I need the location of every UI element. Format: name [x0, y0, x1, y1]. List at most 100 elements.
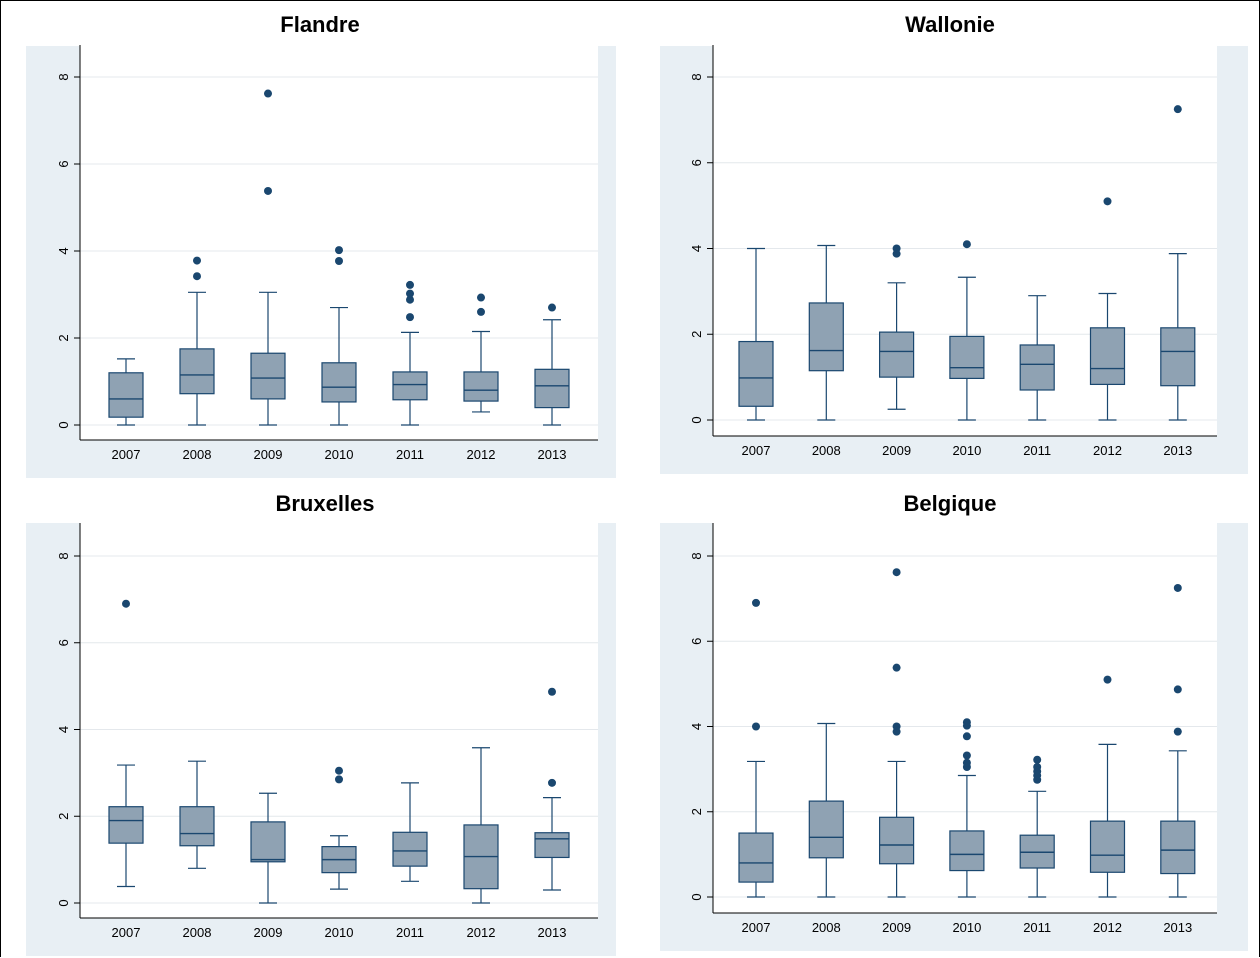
y-tick-label: 6: [56, 639, 71, 646]
x-tick-label: 2013: [538, 925, 567, 940]
x-tick-label: 2008: [183, 925, 212, 940]
outlier-point: [548, 778, 556, 787]
iqr-box: [949, 335, 985, 380]
panel-title-wallonie: Wallonie: [905, 12, 995, 37]
x-tick-label: 2007: [112, 447, 141, 462]
plot-wallonie: 0 2 4 6 8 2007 2008 2009 2010 2011 2012 2013: [689, 45, 1217, 458]
outlier-point: [193, 272, 201, 281]
outlier-point: [892, 722, 901, 731]
x-tick-label: 2013: [538, 447, 567, 462]
outlier-point: [548, 687, 556, 696]
iqr-box: [1089, 820, 1126, 873]
outlier-point: [892, 568, 901, 577]
panel-title-belgique: Belgique: [903, 491, 997, 516]
outlier-point: [335, 246, 343, 255]
box-2009: [250, 89, 286, 426]
iqr-box: [878, 331, 915, 378]
box-2008: [808, 244, 844, 421]
plot-flandre: 0 2 4 6 8 2007 2008 2009 2010 2011 2012 2013: [56, 45, 598, 462]
x-tick-label: 2009: [254, 925, 283, 940]
outlier-point: [892, 663, 901, 672]
outlier-point: [962, 758, 971, 767]
y-tick-label: 4: [56, 726, 71, 733]
outlier-point: [1173, 685, 1182, 694]
x-tick-label: 2007: [742, 920, 771, 935]
x-tick-label: 2010: [325, 925, 354, 940]
outlier-point: [264, 186, 272, 195]
iqr-box: [1089, 327, 1126, 386]
y-tick-label: 6: [689, 638, 704, 645]
y-tick-label: 4: [689, 723, 704, 730]
outlier-point: [1103, 197, 1112, 206]
y-tick-label: 6: [56, 160, 71, 167]
iqr-box: [808, 302, 844, 372]
box-2012: [1089, 675, 1126, 898]
y-tick-label: 8: [56, 73, 71, 80]
iqr-box: [250, 821, 286, 863]
box-2013: [534, 303, 570, 426]
outlier-point: [406, 280, 414, 289]
box-2012: [463, 747, 499, 904]
iqr-box: [878, 816, 915, 865]
y-tick-label: 4: [689, 245, 704, 252]
y-tick-label: 0: [689, 893, 704, 900]
y-tick-label: 0: [689, 416, 704, 423]
box-2013: [534, 687, 570, 891]
outlier-point: [962, 751, 971, 760]
y-tick-label: 2: [56, 813, 71, 820]
iqr-box: [463, 371, 499, 402]
iqr-box: [392, 371, 428, 401]
outlier-point: [406, 289, 414, 298]
iqr-box: [534, 368, 570, 409]
box-2013: [1160, 583, 1196, 898]
box-2009: [878, 244, 915, 410]
x-tick-label: 2008: [812, 920, 841, 935]
outlier-point: [548, 303, 556, 312]
iqr-box: [392, 831, 428, 867]
y-tick-label: 2: [689, 331, 704, 338]
outlier-point: [406, 295, 414, 304]
outlier-point: [335, 257, 343, 266]
x-tick-label: 2008: [812, 443, 841, 458]
box-2011: [1019, 755, 1055, 898]
box-2012: [463, 293, 499, 413]
x-tick-label: 2010: [952, 920, 981, 935]
outlier-point: [264, 89, 272, 98]
x-tick-label: 2011: [396, 925, 424, 940]
outlier-point: [122, 599, 130, 608]
iqr-box: [108, 372, 144, 418]
iqr-box: [179, 348, 215, 395]
x-tick-label: 2012: [467, 447, 496, 462]
iqr-box: [949, 830, 985, 872]
box-2012: [1089, 197, 1126, 421]
iqr-box: [250, 352, 286, 400]
box-2010: [321, 766, 357, 890]
y-tick-label: 8: [689, 73, 704, 80]
box-2007: [738, 598, 774, 898]
box-2011: [392, 782, 428, 882]
outlier-point: [752, 598, 760, 607]
x-tick-label: 2008: [183, 447, 212, 462]
outlier-point: [892, 244, 901, 253]
iqr-box: [534, 832, 570, 859]
x-tick-label: 2012: [1093, 443, 1122, 458]
iqr-box: [321, 362, 357, 403]
outlier-point: [752, 722, 760, 731]
x-tick-label: 2011: [1023, 920, 1051, 935]
box-2010: [321, 246, 357, 426]
x-tick-label: 2007: [742, 443, 771, 458]
x-tick-label: 2013: [1163, 443, 1192, 458]
y-tick-label: 8: [56, 552, 71, 559]
y-tick-label: 0: [56, 421, 71, 428]
outlier-point: [477, 293, 485, 302]
iqr-box: [738, 832, 774, 883]
box-2009: [250, 792, 286, 904]
plot-belgique: 0 2 4 6 8 2007 2008 2009 2010 2011 2012 2013: [689, 523, 1217, 935]
x-tick-label: 2009: [254, 447, 283, 462]
box-2008: [179, 760, 215, 869]
outlier-point: [1173, 105, 1182, 114]
box-2010: [949, 718, 985, 898]
y-tick-label: 4: [56, 247, 71, 254]
iqr-box: [1160, 820, 1196, 875]
outlier-point: [1033, 762, 1042, 771]
